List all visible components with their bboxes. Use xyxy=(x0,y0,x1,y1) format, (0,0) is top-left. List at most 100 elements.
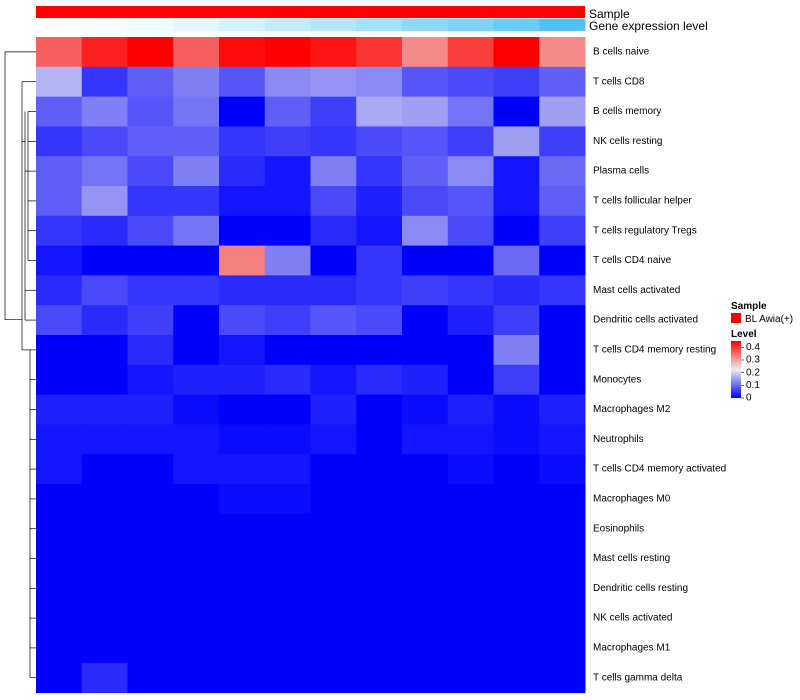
heatmap-cell xyxy=(310,66,357,98)
heatmap-cell xyxy=(356,364,403,396)
heatmap-cell xyxy=(539,305,586,336)
heatmap-cell xyxy=(127,603,174,634)
heatmap-cell xyxy=(493,335,540,366)
heatmap-cell xyxy=(402,603,449,634)
heatmap-cell xyxy=(173,335,220,366)
heatmap-cell xyxy=(127,543,174,574)
heatmap-cell xyxy=(310,364,357,396)
heatmap-cell xyxy=(356,37,403,68)
heatmap-cell xyxy=(127,633,174,664)
heatmap-cell xyxy=(310,156,357,187)
heatmap-cell xyxy=(173,513,220,545)
heatmap-cell xyxy=(81,96,128,127)
heatmap-cell xyxy=(127,245,174,276)
heatmap-cell xyxy=(539,424,586,455)
heatmap-cell xyxy=(219,543,266,574)
heatmap-cell xyxy=(447,543,494,574)
heatmap-cell xyxy=(219,305,266,336)
heatmap-cell xyxy=(127,573,174,604)
heatmap-cell xyxy=(127,424,174,455)
legend: Sample BL Awia(+) Level 0.4 0.30.2 0.1 0 xyxy=(731,301,793,404)
heatmap-cell xyxy=(81,633,128,664)
heatmap-cell xyxy=(310,96,357,127)
heatmap-cell xyxy=(173,37,220,68)
heatmap-cell xyxy=(310,394,357,425)
heatmap-cell xyxy=(173,364,220,396)
heatmap-cell xyxy=(539,126,586,157)
heatmap-cell xyxy=(539,633,586,664)
heatmap-cell xyxy=(81,543,128,574)
heatmap-cell xyxy=(447,513,494,545)
heatmap-cell xyxy=(127,66,174,98)
heatmap-cell xyxy=(447,484,494,515)
legend-sample-title: Sample xyxy=(731,301,767,312)
expression-track-cell xyxy=(127,19,174,31)
row-label: NK cells resting xyxy=(593,136,662,147)
heatmap-cell xyxy=(447,186,494,217)
heatmap-cell xyxy=(356,394,403,425)
heatmap-cell xyxy=(310,603,357,634)
row-label: Monocytes xyxy=(593,374,641,385)
heatmap-cell xyxy=(264,513,311,545)
heatmap-cell xyxy=(264,66,311,98)
heatmap-cell xyxy=(402,543,449,574)
heatmap-cell xyxy=(447,454,494,485)
heatmap-cell xyxy=(356,335,403,366)
heatmap-cell xyxy=(173,275,220,306)
heatmap-cell xyxy=(310,454,357,485)
legend-sample-swatch xyxy=(731,313,741,323)
heatmap-cell xyxy=(127,126,174,157)
heatmap-cell xyxy=(173,215,220,247)
heatmap-cell xyxy=(310,275,357,306)
heatmap-cell xyxy=(81,305,128,336)
heatmap-cell xyxy=(264,573,311,604)
heatmap-cell xyxy=(356,186,403,217)
heatmap-cell xyxy=(81,662,128,694)
heatmap-cell xyxy=(356,484,403,515)
heatmap-cell xyxy=(539,394,586,425)
heatmap-cell xyxy=(539,215,586,247)
heatmap-cell xyxy=(264,96,311,127)
heatmap-cell xyxy=(493,424,540,455)
heatmap-cell xyxy=(36,543,83,574)
heatmap-cell xyxy=(264,394,311,425)
heatmap-cell xyxy=(402,424,449,455)
heatmap-cell xyxy=(356,454,403,485)
heatmap-cell xyxy=(127,662,174,694)
heatmap-cell xyxy=(173,305,220,336)
heatmap-cell xyxy=(402,484,449,515)
heatmap-cell xyxy=(310,245,357,276)
heatmap-cell xyxy=(539,364,586,396)
heatmap-cell xyxy=(493,156,540,187)
heatmap-cell xyxy=(127,215,174,247)
heatmap-cell xyxy=(219,633,266,664)
row-labels: B cells naive T cells CD8 B cells memory NK… xyxy=(593,47,726,684)
heatmap-cell xyxy=(356,66,403,98)
heatmap-cell xyxy=(402,186,449,217)
row-label: Macrophages M0 xyxy=(593,494,671,505)
heatmap-cell xyxy=(36,335,83,366)
heatmap-cell xyxy=(219,66,266,98)
sample-track-bar xyxy=(36,6,585,18)
heatmap-cell xyxy=(539,96,586,127)
heatmap-cell xyxy=(493,484,540,515)
heatmap-cell xyxy=(264,245,311,276)
heatmap-cell xyxy=(81,454,128,485)
row-label: T cells CD4 memory resting xyxy=(593,345,716,356)
heatmap-cell xyxy=(81,513,128,545)
expression-track-cell xyxy=(81,19,128,31)
heatmap-cell xyxy=(356,424,403,455)
legend-level-title: Level xyxy=(731,329,757,340)
heatmap-cell xyxy=(173,603,220,634)
heatmap-cell xyxy=(402,364,449,396)
row-label: B cells naive xyxy=(593,47,650,58)
heatmap-cell xyxy=(219,96,266,127)
heatmap-cell xyxy=(127,96,174,127)
heatmap-cell xyxy=(173,543,220,574)
heatmap-cell xyxy=(219,364,266,396)
heatmap-cell xyxy=(81,275,128,306)
heatmap-cell xyxy=(493,275,540,306)
expression-track-cell xyxy=(402,19,449,31)
heatmap-cell xyxy=(402,245,449,276)
heatmap-cell xyxy=(173,573,220,604)
